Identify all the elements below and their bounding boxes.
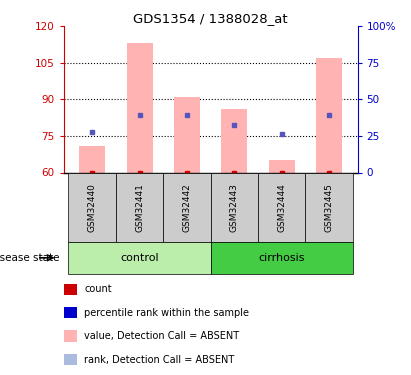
Bar [127,44,152,172]
Bar [64,354,77,365]
Text: rank, Detection Call = ABSENT: rank, Detection Call = ABSENT [84,354,235,364]
Bar [64,284,77,295]
Bar [258,172,305,242]
Bar [316,58,342,172]
Bar [305,172,353,242]
Text: control: control [120,253,159,263]
Bar [221,109,247,172]
Bar [69,242,211,274]
Text: value, Detection Call = ABSENT: value, Detection Call = ABSENT [84,331,239,341]
Text: disease state: disease state [0,253,60,263]
Bar [69,172,116,242]
Bar [163,172,211,242]
Text: GSM32445: GSM32445 [325,183,334,232]
Text: cirrhosis: cirrhosis [259,253,305,263]
Bar [269,160,295,172]
Text: GSM32443: GSM32443 [230,183,239,232]
Bar [64,307,77,318]
Bar [211,242,353,274]
Title: GDS1354 / 1388028_at: GDS1354 / 1388028_at [133,12,288,25]
Bar [79,146,105,172]
Bar [211,172,258,242]
Text: GSM32441: GSM32441 [135,183,144,232]
Text: GSM32444: GSM32444 [277,183,286,231]
Text: GSM32442: GSM32442 [182,183,192,231]
Bar [116,172,163,242]
Text: GSM32440: GSM32440 [88,183,97,232]
Bar [64,330,77,342]
Bar [174,97,200,172]
Text: count: count [84,284,112,294]
Text: percentile rank within the sample: percentile rank within the sample [84,308,249,318]
